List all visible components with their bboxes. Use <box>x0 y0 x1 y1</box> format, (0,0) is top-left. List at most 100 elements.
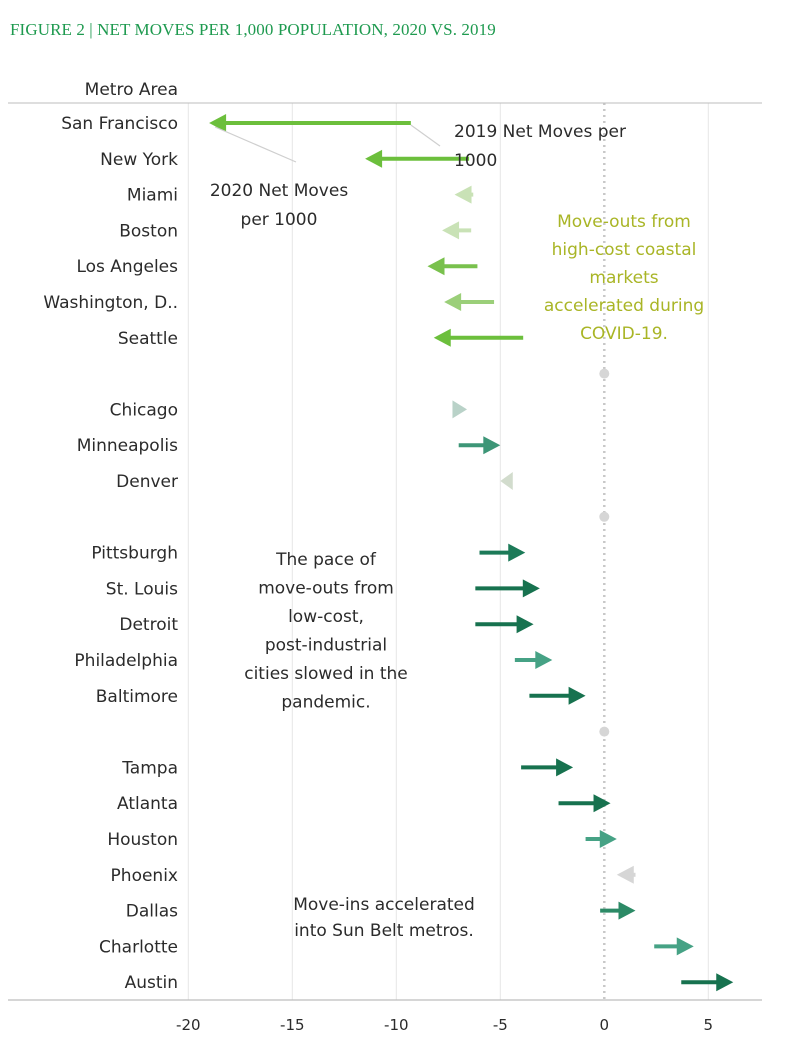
category-label: Dallas <box>126 902 178 922</box>
annotation-coastal: Move-outs from <box>557 212 691 232</box>
category-label: St. Louis <box>106 579 178 599</box>
x-tick-label: 5 <box>704 1016 714 1034</box>
arrow-mark <box>514 651 553 669</box>
x-tick-label: -10 <box>384 1016 409 1034</box>
annotation-sunbelt: Move-ins accelerated <box>293 895 475 915</box>
arrow-mark <box>616 865 636 884</box>
category-label: Phoenix <box>111 866 178 886</box>
annotation-industrial: post-industrial <box>265 636 387 656</box>
arrow-mark <box>475 579 540 598</box>
category-label: Los Angeles <box>76 257 178 277</box>
arrow-head <box>365 149 383 168</box>
arrow-head <box>516 615 534 634</box>
leader-line-2019 <box>410 124 441 147</box>
category-label: Philadelphia <box>74 651 178 671</box>
annotation-2019-label: 2019 Net Moves per <box>454 122 626 142</box>
arrow-head <box>454 185 472 204</box>
separator-dot <box>599 368 610 379</box>
arrow-mark <box>600 901 636 920</box>
axis-frame <box>8 102 762 1001</box>
annotation-sunbelt: into Sun Belt metros. <box>294 921 474 941</box>
arrow-mark <box>209 114 411 132</box>
annotation-industrial: cities slowed in the <box>244 664 408 684</box>
arrow-head <box>500 472 513 490</box>
category-label: New York <box>100 150 178 170</box>
category-label: Tampa <box>121 758 178 778</box>
category-label: San Francisco <box>61 114 178 134</box>
annotation-2019-label: 1000 <box>454 151 497 171</box>
x-tick-label: -15 <box>280 1016 305 1034</box>
arrow-head <box>508 543 526 562</box>
arrow-marks <box>209 114 734 992</box>
category-label: Baltimore <box>96 687 178 707</box>
arrow-head <box>452 400 468 419</box>
arrow-mark <box>475 615 534 634</box>
arrow-head <box>444 293 462 311</box>
x-axis-ticks: -20 -15 -10 -5 0 5 <box>176 1016 713 1034</box>
annotation-coastal: accelerated during <box>544 296 704 316</box>
arrow-head <box>427 257 445 276</box>
separator-dot <box>599 726 610 737</box>
x-tick-label: -5 <box>493 1016 508 1034</box>
column-header: Metro Area <box>85 80 178 100</box>
category-label: Austin <box>125 973 178 993</box>
category-labels: San Francisco New York Miami Boston Los Ange… <box>43 114 178 993</box>
arrow-mark <box>681 973 734 992</box>
arrow-head <box>522 579 540 598</box>
arrow-head <box>616 865 634 884</box>
annotation-2020-label: 2020 Net Moves <box>210 181 349 201</box>
arrow-mark <box>479 543 526 562</box>
category-label: Chicago <box>110 400 178 420</box>
arrow-mark <box>558 794 611 813</box>
arrow-head <box>676 937 694 956</box>
category-label: Pittsburgh <box>91 544 178 564</box>
arrow-mark <box>585 830 617 848</box>
leader-line-2020 <box>214 126 297 163</box>
arrow-head <box>442 221 460 240</box>
arrow-mark <box>452 400 468 419</box>
arrow-mark <box>454 185 474 204</box>
annotations: 2019 Net Moves per 1000 2020 Net Moves per … <box>210 122 704 941</box>
figure-title: FIGURE 2 | NET MOVES PER 1,000 POPULATIO… <box>10 20 496 39</box>
annotation-industrial: The pace of <box>275 550 377 570</box>
annotation-coastal: markets <box>589 268 658 288</box>
annotation-2020-label: per 1000 <box>241 210 318 230</box>
arrow-mark <box>444 293 495 311</box>
arrow-head <box>593 794 611 813</box>
category-label: Detroit <box>119 615 178 635</box>
category-label: Charlotte <box>99 937 178 957</box>
arrow-mark <box>365 149 470 168</box>
category-label: Minneapolis <box>77 436 178 456</box>
arrow-head <box>433 328 451 347</box>
annotation-coastal: COVID-19. <box>580 324 668 344</box>
arrow-head <box>618 901 636 920</box>
annotation-industrial: pandemic. <box>281 693 370 713</box>
x-tick-label: -20 <box>176 1016 201 1034</box>
category-label: Denver <box>116 472 178 492</box>
arrow-mark <box>529 686 586 705</box>
arrow-head <box>556 758 574 777</box>
category-label: Miami <box>127 186 178 206</box>
x-tick-label: 0 <box>600 1016 610 1034</box>
arrow-head <box>568 686 586 705</box>
category-label: Seattle <box>118 329 178 349</box>
arrow-head <box>716 973 734 992</box>
arrow-head <box>483 436 501 455</box>
separator-dot <box>599 511 610 522</box>
annotation-industrial: low-cost, <box>288 607 364 627</box>
arrow-mark <box>500 472 513 490</box>
gridlines <box>187 103 709 1000</box>
arrow-mark <box>433 328 524 347</box>
arrow-mark <box>458 436 501 455</box>
arrow-mark <box>654 937 694 956</box>
arrow-mark <box>442 221 472 240</box>
arrow-mark <box>521 758 574 777</box>
annotation-industrial: move-outs from <box>258 579 394 599</box>
arrow-head <box>535 651 553 669</box>
arrow-head <box>209 114 227 132</box>
category-label: Boston <box>119 221 178 241</box>
arrow-mark <box>427 257 478 276</box>
annotation-coastal: high-cost coastal <box>552 240 697 260</box>
category-label: Houston <box>107 830 178 850</box>
